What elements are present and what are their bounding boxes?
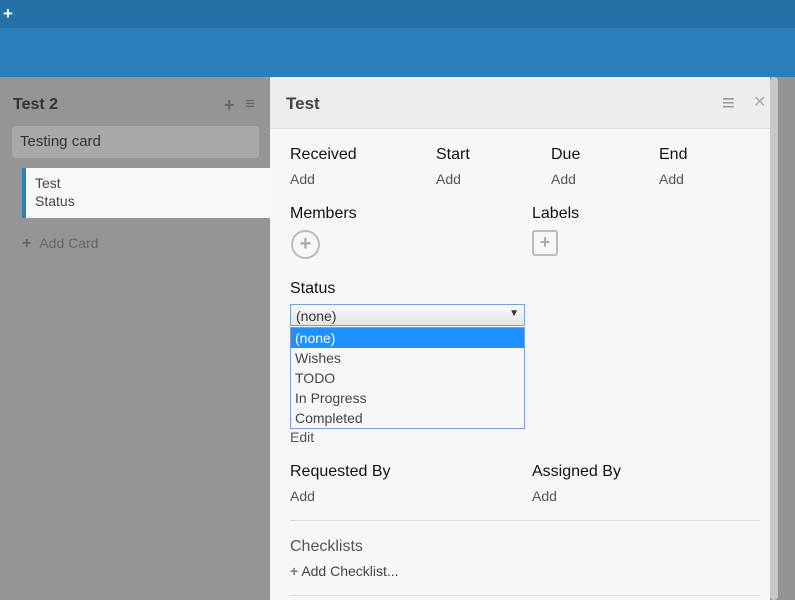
board-header <box>0 28 795 77</box>
divider <box>290 595 760 596</box>
received-add[interactable]: Add <box>290 171 315 187</box>
assigned-by-add[interactable]: Add <box>532 488 557 504</box>
status-selected-value: (none) <box>296 308 337 324</box>
checklists-label: Checklists <box>290 538 363 555</box>
due-label: Due <box>551 146 581 163</box>
status-option[interactable]: Completed <box>295 410 363 426</box>
open-card[interactable]: Test Status <box>22 168 272 218</box>
card-title: Test <box>35 175 61 191</box>
start-label: Start <box>436 146 470 163</box>
labels-label: Labels <box>532 205 580 222</box>
end-label: End <box>659 146 688 163</box>
list-column <box>0 77 270 600</box>
start-add[interactable]: Add <box>436 171 461 187</box>
members-label: Members <box>290 205 357 222</box>
add-checklist-button[interactable]: + Add Checklist... <box>290 563 399 579</box>
divider <box>290 520 760 521</box>
status-option[interactable]: Wishes <box>295 350 341 366</box>
add-label-button[interactable]: + <box>532 230 558 256</box>
due-add[interactable]: Add <box>551 171 576 187</box>
card-status: Status <box>35 193 75 209</box>
top-bar: + <box>0 0 795 28</box>
dropdown-arrow-icon: ▼ <box>509 308 519 319</box>
status-option[interactable]: TODO <box>295 370 336 386</box>
received-label: Received <box>290 146 357 163</box>
card-details-header <box>270 77 770 129</box>
add-card-label: Add Card <box>39 235 99 251</box>
list-card[interactable]: Testing card <box>12 126 259 158</box>
status-option[interactable]: In Progress <box>295 390 367 406</box>
assigned-by-label: Assigned By <box>532 463 621 480</box>
status-option[interactable]: (none) <box>291 328 524 348</box>
plus-icon[interactable]: + <box>3 4 13 23</box>
close-icon[interactable]: ✕ <box>753 94 767 111</box>
plus-icon: + <box>290 563 299 579</box>
plus-icon: + <box>22 235 32 252</box>
scrollbar[interactable] <box>770 77 778 600</box>
hamburger-menu-icon[interactable]: ≡ <box>245 94 255 113</box>
hamburger-menu-icon[interactable]: ≡ <box>722 90 735 115</box>
status-options: (none) Wishes TODO In Progress Completed <box>290 327 525 429</box>
list-title[interactable]: Test 2 <box>13 96 59 113</box>
next-list-column <box>778 77 795 600</box>
end-add[interactable]: Add <box>659 171 684 187</box>
add-card-button[interactable]: + Add Card <box>22 235 99 253</box>
requested-by-add[interactable]: Add <box>290 488 315 504</box>
card-details-title[interactable]: Test <box>286 94 320 113</box>
status-label: Status <box>290 280 336 297</box>
plus-icon[interactable]: + <box>224 95 235 115</box>
add-member-button[interactable]: + <box>291 230 320 259</box>
add-checklist-label: Add Checklist... <box>301 563 399 579</box>
status-edit-link[interactable]: Edit <box>290 429 315 445</box>
requested-by-label: Requested By <box>290 463 391 480</box>
status-select[interactable]: (none) ▼ <box>290 304 525 326</box>
